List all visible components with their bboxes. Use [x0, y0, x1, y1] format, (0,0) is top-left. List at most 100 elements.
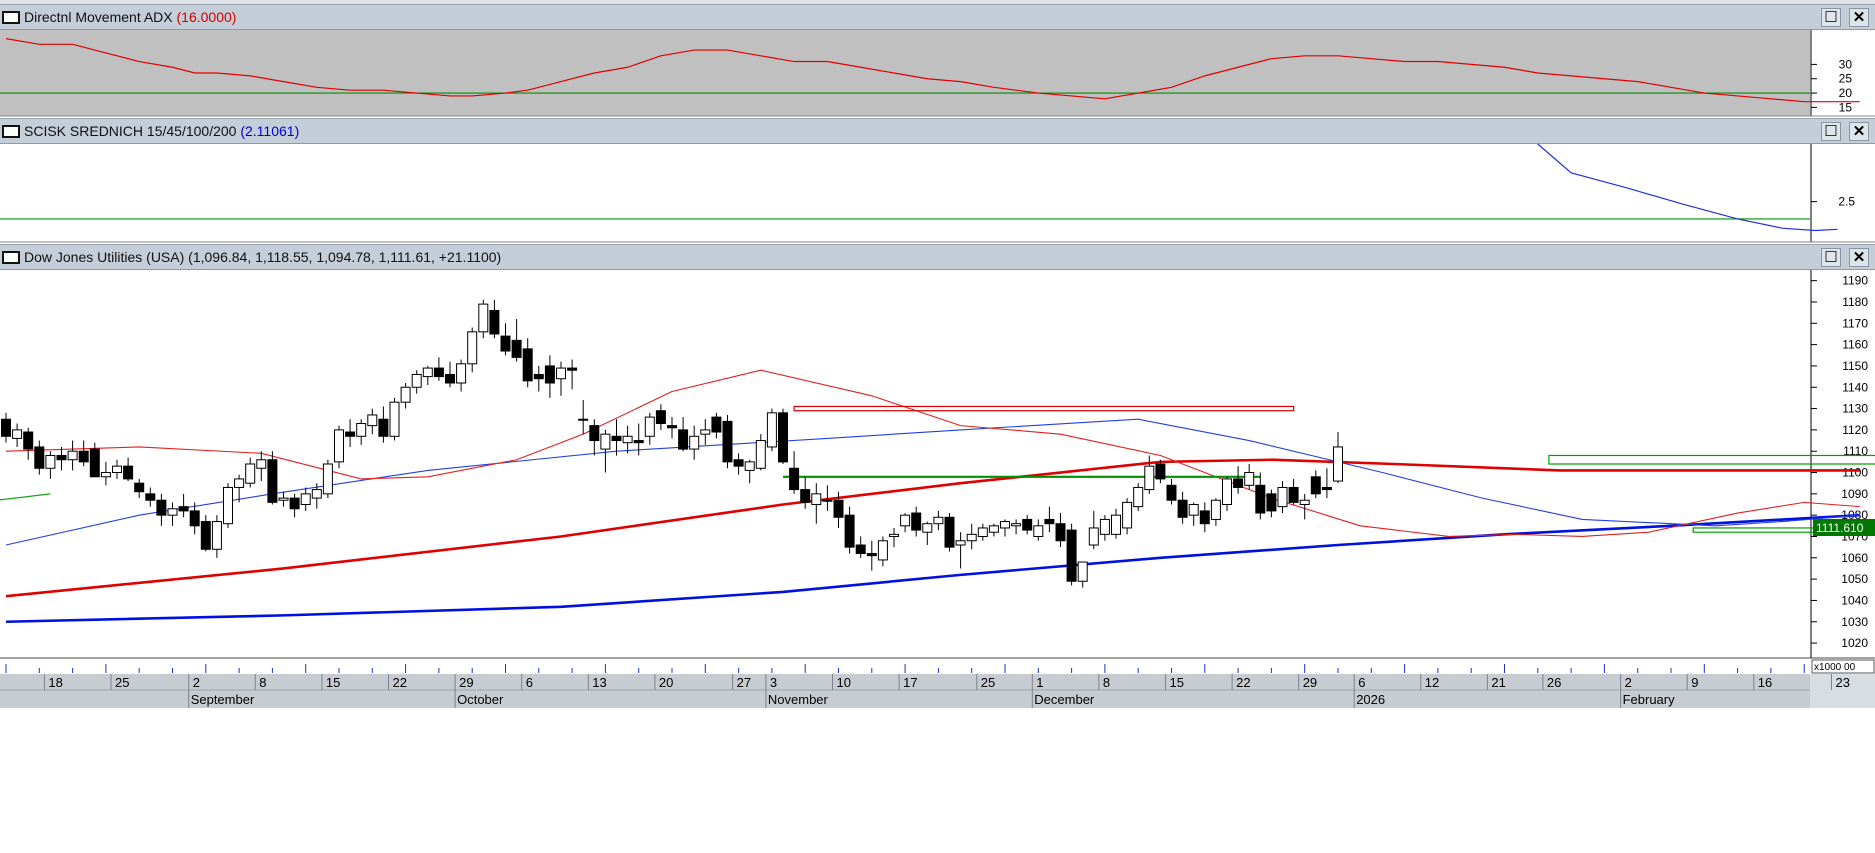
candle-body [89, 448, 100, 478]
price-tick-label: 1120 [1842, 423, 1868, 437]
day-label: 29 [1303, 675, 1317, 690]
candle-body [23, 431, 34, 450]
candle-body [1321, 486, 1332, 491]
last-price-label: 1111.610 [1816, 521, 1864, 535]
candle-body [1266, 493, 1277, 512]
day-label: 27 [737, 675, 751, 690]
candle-body [789, 467, 800, 491]
candle-body [667, 425, 677, 429]
candle-body [922, 523, 933, 533]
date-axis [0, 674, 1810, 708]
close-button[interactable]: ✕ [1849, 122, 1869, 141]
price-tick-label: 1190 [1842, 274, 1868, 288]
price-tick-label: 1090 [1841, 487, 1868, 501]
day-label: 22 [1236, 675, 1250, 690]
candle-body [167, 508, 178, 516]
ma-line [1537, 143, 1838, 232]
day-label: 6 [1358, 675, 1365, 690]
candle-body [933, 516, 944, 525]
adx-value: (16.0000) [176, 9, 237, 25]
price-tick-label: 1130 [1842, 402, 1868, 416]
candle-body [966, 533, 977, 542]
month-label: November [768, 692, 829, 707]
day-label: 15 [326, 675, 340, 690]
ma-tick-label: 2.5 [1838, 195, 1855, 209]
day-label: 17 [903, 675, 917, 690]
close-button[interactable]: ✕ [1849, 8, 1869, 27]
candle-body [889, 533, 899, 537]
day-label: 25 [115, 675, 129, 690]
candle-body [533, 373, 544, 380]
day-label: 2 [1625, 675, 1632, 690]
candle-body [900, 514, 911, 527]
candle-body [800, 489, 811, 503]
close-button[interactable]: ✕ [1849, 248, 1869, 267]
maximize-button[interactable]: ☐ [1821, 248, 1841, 267]
day-label: 25 [981, 675, 995, 690]
price-tick-label: 1060 [1841, 551, 1868, 565]
candle-body [733, 459, 744, 467]
day-label: 21 [1491, 675, 1505, 690]
ma15-line [5, 369, 1860, 538]
price-tick-label: 1170 [1842, 316, 1868, 330]
candle-body [589, 425, 600, 442]
candle-body [1277, 486, 1288, 508]
price-panel-title: Dow Jones Utilities (USA) (1,096.84, 1,1… [24, 249, 501, 265]
candle-body [988, 525, 999, 533]
candle-body [1011, 523, 1022, 527]
candle-body [1133, 486, 1144, 508]
candle-body [833, 499, 844, 518]
maximize-button[interactable]: ☐ [1821, 122, 1841, 141]
price-tick-label: 1150 [1842, 359, 1868, 373]
adx-tick-label: 25 [1839, 72, 1853, 86]
candle-body [977, 527, 988, 537]
adx-line [5, 38, 1860, 103]
candle-body [378, 418, 389, 437]
candle-body [944, 516, 955, 548]
panel-window-icon[interactable] [2, 11, 20, 24]
candle-body [855, 544, 866, 555]
candle-body [655, 410, 666, 424]
last-price-tag [1813, 519, 1875, 536]
day-label: 22 [393, 675, 407, 690]
candle-body [955, 540, 966, 546]
adx-panel-header: Directnl Movement ADX (16.0000) ☐ ✕ [0, 4, 1875, 30]
month-label: February [1623, 692, 1676, 707]
candle-body [223, 486, 233, 525]
price-ohlc-values: (1,096.84, 1,118.55, 1,094.78, 1,111.61,… [188, 249, 502, 265]
candle-body [600, 433, 611, 450]
resistance-box [793, 405, 1295, 412]
candle-body [1122, 501, 1133, 529]
candle-body [245, 463, 256, 484]
top-strip [0, 0, 1875, 4]
date-axis-labels: 18 25 2 8 15 22 29 6 13 20 27 3 10 17 25 1 8 15 22 29 6 12 21 2… [43, 674, 1850, 708]
panel-window-icon[interactable] [2, 125, 20, 138]
price-tick-label: 1110 [1843, 444, 1868, 458]
ma-title-text: SCISK SREDNICH 15/45/100/200 [24, 123, 237, 139]
candle-body [489, 310, 500, 335]
candle-body [1222, 478, 1232, 506]
candle-body [445, 373, 455, 384]
candle-body [34, 446, 45, 469]
trend-segment [0, 493, 51, 501]
day-label: 8 [259, 675, 266, 690]
candle-body [744, 461, 755, 471]
panel-window-icon[interactable] [2, 251, 20, 264]
candle-body [1044, 518, 1055, 525]
candle-body [700, 429, 711, 435]
price-tick-label: 1020 [1841, 636, 1868, 650]
candle-body [1255, 484, 1266, 514]
candle-body [411, 373, 422, 388]
candle-body [389, 401, 400, 437]
maximize-button[interactable]: ☐ [1821, 8, 1841, 27]
candle-body [866, 553, 877, 557]
candle-body [522, 348, 533, 382]
candle-body [755, 440, 766, 469]
candle-body [433, 367, 444, 378]
ma-panel-title: SCISK SREDNICH 15/45/100/200 (2.11061) [24, 123, 299, 139]
day-label: 13 [592, 675, 606, 690]
volume-ticks [5, 664, 1838, 673]
candle-body [322, 463, 333, 495]
candle-body [1155, 463, 1166, 480]
